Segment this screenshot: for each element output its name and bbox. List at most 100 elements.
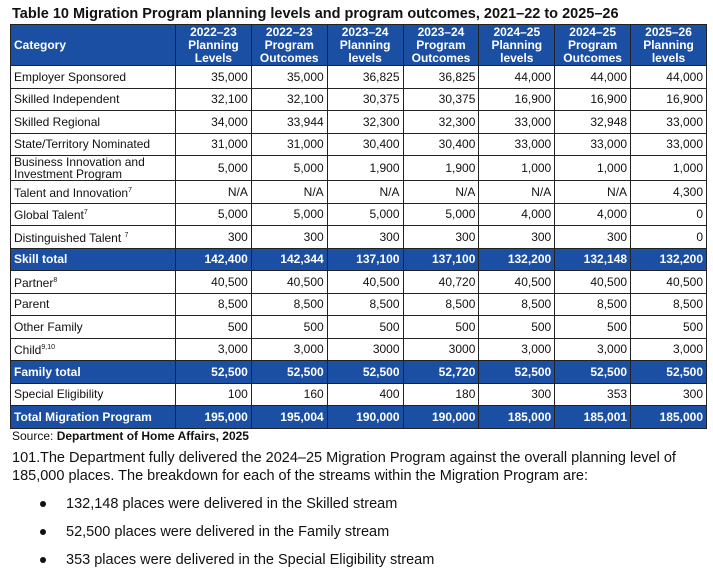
value-cell: 3,000: [554, 337, 632, 361]
paragraph-text: The Department fully delivered the 2024–…: [12, 450, 676, 484]
value-cell: N/A: [326, 180, 404, 204]
category-cell: Distinguished Talent 7: [10, 225, 176, 249]
value-cell: 180: [402, 382, 480, 406]
header-line: levels: [651, 50, 686, 65]
value-cell: 8,500: [478, 292, 556, 316]
value-cell: 34,000: [175, 110, 252, 134]
table-title: Table 10 Migration Program planning leve…: [12, 6, 619, 22]
table-row: Employer Sponsored 35,000 35,000 36,825 36,8…: [10, 65, 707, 89]
value-cell: 3000: [402, 337, 480, 361]
header-line: Program: [264, 37, 314, 52]
bullet-text: 132,148 places were delivered in the Ski…: [66, 496, 398, 512]
bullet-item: 132,148 places were delivered in the Ski…: [40, 490, 434, 518]
source-label: Source:: [12, 429, 57, 443]
footnote-marker: 8: [53, 276, 58, 284]
source-note: Source: Department of Home Affairs, 2025: [12, 429, 249, 443]
value-cell: 31,000: [250, 132, 328, 156]
header-line: 2025–26: [645, 24, 692, 39]
value-cell: 36,825: [402, 65, 480, 89]
value-cell: 8,500: [250, 292, 328, 316]
value-cell: 185,000: [478, 405, 556, 429]
header-line: 2022–23: [265, 24, 313, 39]
header-line: 2022–23: [190, 24, 237, 39]
value-cell: N/A: [175, 180, 252, 204]
value-cell: 300: [326, 225, 404, 249]
value-cell: 33,000: [478, 110, 556, 134]
value-cell: 500: [250, 315, 328, 339]
value-cell: 35,000: [250, 65, 328, 89]
value-cell: 3,000: [175, 337, 252, 361]
category-cell: Partner8: [10, 270, 176, 294]
column-header: 2023–24 Planning levels: [326, 24, 404, 66]
total-row: Total Migration Program 195,000 195,004 190…: [10, 405, 707, 429]
value-cell: 52,500: [175, 360, 252, 384]
value-cell: 30,400: [402, 132, 480, 156]
category-cell: Special Eligibility: [10, 382, 176, 406]
value-cell: 32,300: [402, 110, 480, 134]
table-row: Parent 8,500 8,500 8,500 8,500 8,500 8,500 8,50…: [10, 292, 707, 316]
table-header-row: Category 2022–23 Planning Levels 2022–23 Prog…: [10, 24, 707, 66]
value-cell: N/A: [402, 180, 480, 204]
value-cell: 1,000: [630, 155, 707, 181]
paragraph-number: 101.: [12, 450, 41, 466]
value-cell: 3,000: [478, 337, 556, 361]
value-cell: 300: [630, 382, 707, 406]
header-line: Program: [567, 37, 618, 52]
source-text: Department of Home Affairs, 2025: [56, 429, 249, 443]
category-label: Skilled Independent: [14, 92, 120, 107]
value-cell: 185,001: [554, 405, 632, 429]
category-cell: Skill total: [10, 247, 176, 271]
value-cell: 40,500: [250, 270, 328, 294]
value-cell: 500: [175, 315, 252, 339]
bullet-text: 52,500 places were delivered in the Fami…: [66, 524, 390, 540]
header-line: Planning: [339, 37, 391, 52]
value-cell: 5,000: [326, 202, 404, 226]
value-cell: 500: [554, 315, 632, 339]
category-label: Employer Sponsored: [14, 69, 127, 84]
value-cell: 36,825: [326, 65, 404, 89]
value-cell: 132,148: [554, 247, 632, 271]
value-cell: 5,000: [250, 202, 328, 226]
column-header: 2022–23 Planning Levels: [175, 24, 252, 66]
column-header: 2023–24 Program Outcomes: [402, 24, 480, 66]
category-label: Family total: [14, 364, 81, 379]
table-row: Partner8 40,500 40,500 40,500 40,720 40,500 40…: [10, 270, 707, 294]
value-cell: 52,500: [326, 360, 404, 384]
value-cell: 8,500: [630, 292, 707, 316]
value-cell: 132,200: [478, 247, 556, 271]
value-cell: 300: [478, 382, 556, 406]
footnote-marker: 7: [124, 231, 129, 239]
category-label: Special Eligibility: [14, 387, 104, 402]
table-row: State/Territory Nominated 31,000 31,000 30,…: [10, 132, 707, 156]
value-cell: 35,000: [175, 65, 252, 89]
value-cell: 52,500: [478, 360, 556, 384]
category-cell: Global Talent7: [10, 202, 176, 226]
column-header-category: Category: [10, 24, 176, 66]
value-cell: 4,000: [554, 202, 632, 226]
header-line: levels: [348, 50, 382, 65]
table-row: Special Eligibility 100 160 400 180 300 353 300: [10, 382, 707, 406]
bullet-item: 52,500 places were delivered in the Fami…: [40, 518, 434, 546]
value-cell: 40,500: [630, 270, 707, 294]
category-label: Skill total: [14, 252, 68, 267]
category-label: Other Family: [14, 319, 83, 334]
value-cell: 3000: [326, 337, 404, 361]
value-cell: 32,300: [326, 110, 404, 134]
value-cell: 30,375: [326, 87, 404, 111]
category-label: Business Innovation and Investment Progr…: [14, 155, 145, 181]
total-row: Skill total 142,400 142,344 137,100 137,100 1…: [10, 247, 707, 271]
value-cell: 5,000: [402, 202, 480, 226]
value-cell: 33,944: [250, 110, 328, 134]
value-cell: 500: [402, 315, 480, 339]
value-cell: 5,000: [250, 155, 328, 181]
value-cell: 40,500: [554, 270, 632, 294]
table-row: Skilled Independent 32,100 32,100 30,375 30,…: [10, 87, 707, 111]
value-cell: 142,400: [175, 247, 252, 271]
value-cell: 32,100: [250, 87, 328, 111]
value-cell: 1,900: [326, 155, 404, 181]
value-cell: 100: [175, 382, 252, 406]
category-cell: Talent and Innovation7: [10, 180, 176, 204]
value-cell: 40,500: [326, 270, 404, 294]
value-cell: 300: [175, 225, 252, 249]
bullet-icon: [40, 557, 46, 563]
